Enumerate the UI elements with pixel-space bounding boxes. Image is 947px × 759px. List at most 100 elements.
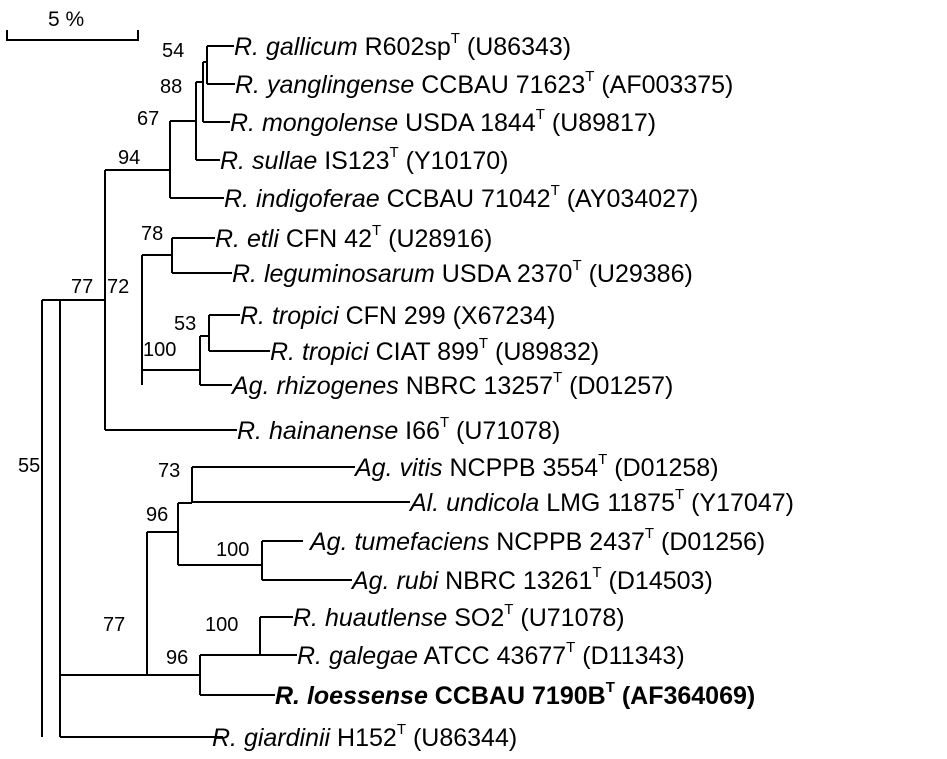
taxon-label: R. giardinii H152T (U86344) xyxy=(212,721,517,752)
scale-bar: 5 % xyxy=(6,8,139,41)
accession-number: (U89817) xyxy=(545,109,656,137)
strain-name: I66 xyxy=(398,417,440,445)
accession-number: (U71078) xyxy=(513,604,624,632)
accession-number: (AF364069) xyxy=(615,682,755,710)
bootstrap-value: 72 xyxy=(107,276,129,298)
type-strain-marker: T xyxy=(572,257,581,274)
taxon-label: Ag. vitis NCPPB 3554T (D01258) xyxy=(353,451,719,482)
strain-name: CIAT 899 xyxy=(369,338,479,366)
taxon-name: R. galegae xyxy=(297,642,418,670)
bootstrap-value: 100 xyxy=(205,614,238,636)
strain-name: NBRC 13257 xyxy=(399,372,553,400)
taxon-name: R. loessense xyxy=(275,682,428,710)
accession-number: (D01256) xyxy=(654,528,765,556)
strain-name: USDA 1844 xyxy=(398,109,536,137)
accession-number: (U86344) xyxy=(406,724,517,752)
type-strain-marker: T xyxy=(592,564,601,581)
type-strain-marker: T xyxy=(479,335,488,352)
accession-number: (X67234) xyxy=(446,302,556,330)
type-strain-marker: T xyxy=(440,414,449,431)
accession-number: (Y10170) xyxy=(399,147,509,175)
strain-name: NBRC 13261 xyxy=(438,567,592,595)
accession-number: (Y17047) xyxy=(684,489,794,517)
strain-name: CCBAU 71042 xyxy=(380,185,551,213)
scale-bar-label: 5 % xyxy=(48,8,84,31)
strain-name: R602sp xyxy=(358,33,451,61)
taxon-label: R. hainanense I66T (U71078) xyxy=(237,414,560,445)
accession-number: (U29386) xyxy=(582,260,693,288)
taxon-label: R. loessense CCBAU 7190BT (AF364069) xyxy=(275,679,755,710)
taxon-label: Ag. tumefaciens NCPPB 2437T (D01256) xyxy=(308,525,765,556)
accession-number: (U71078) xyxy=(449,417,560,445)
taxon-name: Ag. tumefaciens xyxy=(308,528,489,556)
strain-name: CCBAU 71623 xyxy=(414,71,585,99)
strain-name: NCPPB 3554 xyxy=(443,454,599,482)
type-strain-marker: T xyxy=(598,451,607,468)
bootstrap-value: 94 xyxy=(118,147,140,169)
taxon-name: Ag. vitis xyxy=(353,454,443,482)
bootstrap-value: 78 xyxy=(141,223,163,245)
scale-bar-line xyxy=(6,30,139,41)
type-strain-marker: T xyxy=(390,144,399,161)
taxon-label: R. sullae IS123T (Y10170) xyxy=(220,144,509,175)
taxon-name: R. hainanense xyxy=(237,417,398,445)
bootstrap-value: 55 xyxy=(18,455,40,477)
taxon-label: Al. undicola LMG 11875T (Y17047) xyxy=(408,486,794,517)
taxon-label: R. gallicum R602spT (U86343) xyxy=(234,30,571,61)
strain-name: LMG 11875 xyxy=(539,489,675,517)
taxon-name: R. giardinii xyxy=(212,724,332,752)
bootstrap-value: 53 xyxy=(174,313,196,335)
type-strain-marker: T xyxy=(566,639,575,656)
accession-number: (D11343) xyxy=(575,642,684,670)
taxon-name: R. sullae xyxy=(220,147,317,175)
strain-name: CFN 299 xyxy=(339,302,446,330)
taxon-label: Ag. rhizogenes NBRC 13257T (D01257) xyxy=(230,369,673,400)
bootstrap-value: 96 xyxy=(166,647,188,669)
accession-number: (AY034027) xyxy=(560,185,699,213)
taxon-name: R. tropici xyxy=(270,338,370,366)
strain-name: USDA 2370 xyxy=(435,260,573,288)
taxon-name: Ag. rubi xyxy=(350,567,440,595)
accession-number: (U86343) xyxy=(460,33,571,61)
taxon-name: R. tropici xyxy=(240,302,340,330)
taxon-name: R. huautlense xyxy=(293,604,447,632)
accession-number: (D01258) xyxy=(607,454,718,482)
type-strain-marker: T xyxy=(451,30,460,47)
accession-number: (U89832) xyxy=(488,338,599,366)
bootstrap-value: 100 xyxy=(216,539,249,561)
taxon-name: R. etli xyxy=(215,225,280,253)
bootstrap-value: 54 xyxy=(162,40,184,62)
bootstrap-value: 88 xyxy=(160,76,182,98)
accession-number: (U28916) xyxy=(381,225,492,253)
accession-number: (D14503) xyxy=(602,567,713,595)
bootstrap-value: 77 xyxy=(103,614,125,636)
bootstrap-value: 77 xyxy=(71,276,93,298)
taxon-label: R. etli CFN 42T (U28916) xyxy=(215,222,492,253)
type-strain-marker: T xyxy=(606,679,615,696)
taxon-label: R. huautlense SO2T (U71078) xyxy=(293,601,625,632)
taxon-name: Al. undicola xyxy=(408,489,539,517)
taxon-label: R. leguminosarum USDA 2370T (U29386) xyxy=(232,257,693,288)
taxon-name: R. yanglingense xyxy=(235,71,414,99)
taxon-name: R. indigoferae xyxy=(224,185,380,213)
type-strain-marker: T xyxy=(675,486,684,503)
taxon-label: R. galegae ATCC 43677T (D11343) xyxy=(297,639,685,670)
type-strain-marker: T xyxy=(585,68,594,85)
strain-name: SO2 xyxy=(447,604,504,632)
tree-branches xyxy=(41,45,410,738)
taxon-label: R. tropici CFN 299 (X67234) xyxy=(240,302,555,330)
accession-number: (AF003375) xyxy=(594,71,733,99)
strain-name: IS123 xyxy=(317,147,389,175)
taxon-name: R. gallicum xyxy=(234,33,358,61)
taxon-name: R. leguminosarum xyxy=(232,260,435,288)
type-strain-marker: T xyxy=(551,182,560,199)
type-strain-marker: T xyxy=(372,222,381,239)
bootstrap-value: 73 xyxy=(158,460,180,482)
type-strain-marker: T xyxy=(504,601,513,618)
accession-number: (D01257) xyxy=(562,372,673,400)
bootstrap-value: 100 xyxy=(143,339,176,361)
taxon-label: R. mongolense USDA 1844T (U89817) xyxy=(230,106,656,137)
bootstrap-value: 67 xyxy=(137,108,159,130)
